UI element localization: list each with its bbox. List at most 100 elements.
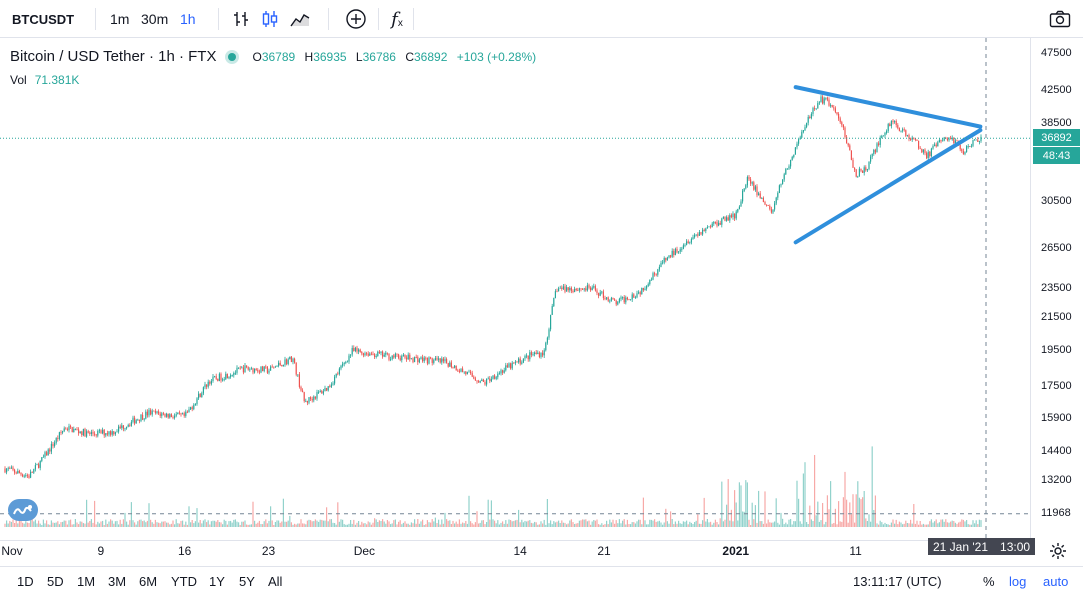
candle-body bbox=[959, 145, 961, 150]
volume-bar bbox=[154, 519, 156, 527]
volume-bar bbox=[770, 522, 772, 527]
bar-chart-icon[interactable] bbox=[229, 8, 253, 30]
range-3m-button[interactable]: 3M bbox=[108, 574, 127, 589]
volume-bar bbox=[60, 522, 62, 527]
volume-bar bbox=[183, 524, 185, 527]
volume-bar bbox=[474, 522, 476, 527]
auto-scale-toggle[interactable]: auto bbox=[1043, 574, 1069, 589]
candle-body bbox=[116, 431, 118, 433]
candle-body bbox=[281, 365, 283, 367]
symbol-search-button[interactable]: BTCUSDT bbox=[12, 11, 75, 27]
time-tick-label: 2021 bbox=[722, 544, 750, 558]
candle-body bbox=[868, 161, 870, 170]
range-1m-button[interactable]: 1M bbox=[77, 574, 96, 589]
range-5y-button[interactable]: 5Y bbox=[239, 574, 255, 589]
candle-body bbox=[153, 410, 155, 412]
time-axis[interactable]: Nov 9 16 23 Dec 14 21 2021 11 bbox=[0, 540, 1030, 560]
candles-icon[interactable] bbox=[258, 8, 282, 30]
candle-body bbox=[124, 428, 126, 430]
trendline-drawings[interactable] bbox=[793, 85, 983, 245]
area-chart-icon[interactable] bbox=[288, 8, 312, 30]
volume-bar bbox=[500, 522, 502, 527]
utc-clock[interactable]: 13:11:17 (UTC) bbox=[853, 574, 942, 589]
candle-body bbox=[359, 349, 361, 352]
candle-body bbox=[852, 159, 854, 168]
candle-body bbox=[114, 432, 116, 435]
candle-body bbox=[278, 362, 280, 366]
volume-bar bbox=[548, 523, 550, 527]
candle-body bbox=[89, 432, 91, 434]
volume-bar bbox=[116, 520, 118, 527]
candle-body bbox=[105, 433, 107, 436]
settings-gear-icon[interactable] bbox=[1046, 540, 1070, 562]
candle-body bbox=[63, 428, 65, 432]
candle-body bbox=[273, 366, 275, 368]
volume-bar bbox=[886, 524, 888, 527]
range-all-button[interactable]: All bbox=[268, 574, 283, 589]
volume-bar bbox=[295, 524, 297, 527]
volume-bar bbox=[478, 523, 480, 527]
candle-body bbox=[615, 300, 617, 305]
range-1d-button[interactable]: 1D bbox=[17, 574, 34, 589]
volume-bar bbox=[68, 520, 70, 527]
candle-body bbox=[316, 392, 318, 399]
volume-bar bbox=[970, 524, 972, 527]
candle-body bbox=[290, 356, 292, 362]
volume-bar bbox=[665, 508, 667, 527]
tradingview-logo-icon[interactable] bbox=[8, 499, 38, 521]
timeframe-30m-button[interactable]: 30m bbox=[141, 11, 169, 27]
candle-body bbox=[810, 113, 812, 119]
candle-body bbox=[215, 376, 217, 379]
price-axis[interactable]: 4750042500385003450030500265002350021500… bbox=[1030, 38, 1083, 540]
candle-body bbox=[748, 177, 750, 180]
candle-body bbox=[884, 133, 886, 136]
add-indicator-icon[interactable] bbox=[344, 8, 368, 30]
volume-bar bbox=[314, 519, 316, 527]
volume-bar bbox=[556, 521, 558, 527]
volume-bar bbox=[311, 521, 313, 527]
percent-scale-toggle[interactable]: % bbox=[983, 574, 995, 589]
volume-bar bbox=[759, 521, 761, 527]
volume-bar bbox=[590, 524, 592, 527]
candle-body bbox=[201, 393, 203, 398]
volume-bar bbox=[580, 520, 582, 527]
volume-bar bbox=[361, 521, 363, 527]
volume-bar bbox=[207, 520, 209, 527]
volume-bar bbox=[98, 523, 100, 527]
candle-body bbox=[686, 241, 688, 245]
volume-bar bbox=[57, 521, 59, 527]
volume-bar bbox=[345, 524, 347, 527]
candle-body bbox=[490, 379, 492, 382]
volume-bar bbox=[97, 521, 99, 527]
candle-body bbox=[887, 124, 889, 131]
range-5d-button[interactable]: 5D bbox=[47, 574, 64, 589]
candle-body bbox=[873, 149, 875, 154]
log-scale-toggle[interactable]: log bbox=[1009, 574, 1027, 589]
range-1y-button[interactable]: 1Y bbox=[209, 574, 225, 589]
volume-bar bbox=[948, 522, 950, 527]
candle-body bbox=[239, 367, 241, 369]
candle-body bbox=[969, 146, 971, 147]
volume-bar bbox=[100, 521, 102, 527]
camera-icon[interactable] bbox=[1048, 8, 1072, 30]
timeframe-1m-button[interactable]: 1m bbox=[110, 11, 130, 27]
candle-body bbox=[386, 352, 388, 354]
range-ytd-button[interactable]: YTD bbox=[171, 574, 197, 589]
timeframe-1h-button[interactable]: 1h bbox=[180, 11, 196, 27]
change-value: +103 (+0.28%) bbox=[456, 49, 537, 64]
candle-body bbox=[169, 414, 171, 418]
price-chart[interactable] bbox=[0, 38, 1030, 540]
range-6m-button[interactable]: 6M bbox=[139, 574, 158, 589]
volume-bar bbox=[874, 495, 876, 527]
candle-body bbox=[953, 137, 955, 143]
candle-body bbox=[297, 374, 299, 376]
volume-bar bbox=[450, 524, 452, 527]
volume-bar bbox=[766, 523, 768, 527]
volume-bar bbox=[586, 521, 588, 527]
volume-bar bbox=[444, 512, 446, 527]
volume-bar bbox=[945, 519, 947, 527]
candle-body bbox=[462, 368, 464, 372]
volume-bar bbox=[774, 521, 776, 527]
candle-body bbox=[65, 428, 67, 430]
